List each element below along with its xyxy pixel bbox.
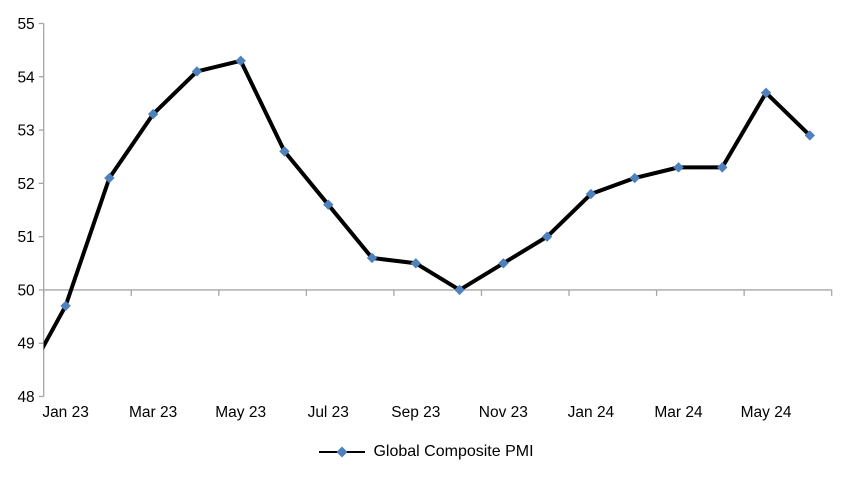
legend-line-marker-icon [319, 446, 366, 458]
data-point-marker [629, 172, 640, 184]
data-point-marker [366, 252, 378, 264]
data-point-marker [454, 284, 465, 296]
chart-legend: Global Composite PMI [0, 440, 852, 464]
legend-diamond-marker-icon [336, 446, 348, 458]
series-line [43, 58, 812, 351]
x-tick-label: May 23 [215, 404, 266, 421]
x-tick-label: Jul 23 [308, 404, 349, 421]
x-tick-label: Mar 24 [654, 404, 703, 421]
data-point-marker [804, 130, 816, 141]
y-tick-label: 48 [17, 389, 34, 406]
x-tick-label: May 24 [741, 404, 792, 421]
y-axis: 48 49 50 51 52 53 54 55 [17, 16, 45, 406]
series-markers [60, 55, 816, 312]
data-point-marker [585, 188, 597, 200]
legend-label: Global Composite PMI [373, 443, 534, 460]
y-tick-label: 54 [17, 69, 35, 86]
data-point-marker [60, 300, 71, 312]
y-tick-label: 53 [17, 123, 34, 140]
data-point-marker [104, 172, 115, 184]
data-point-marker [323, 199, 334, 210]
data-point-marker [191, 66, 203, 77]
y-tick-label: 50 [17, 282, 35, 299]
data-point-marker [147, 108, 159, 120]
x-tick-label: Jan 23 [42, 404, 89, 421]
y-tick-label: 49 [17, 336, 34, 353]
data-point-marker [498, 258, 509, 269]
x-axis: Jan 23 Mar 23 May 23 Jul 23 Sep 23 Nov 23 Jan … [42, 289, 833, 421]
data-point-marker [541, 231, 553, 242]
y-tick-label: 55 [17, 16, 34, 33]
data-point-marker [717, 162, 728, 173]
data-point-marker [235, 55, 246, 66]
y-tick-label: 52 [17, 176, 34, 193]
x-tick-label: Sep 23 [391, 404, 440, 421]
y-tick-label: 51 [17, 229, 34, 246]
x-tick-label: Nov 23 [479, 404, 528, 421]
x-tick-label: Mar 23 [129, 404, 177, 421]
data-point-marker [760, 87, 772, 98]
data-point-marker [410, 258, 422, 269]
data-point-marker [279, 146, 290, 157]
x-tick-label: Jan 24 [568, 404, 615, 421]
data-point-marker [673, 162, 684, 173]
